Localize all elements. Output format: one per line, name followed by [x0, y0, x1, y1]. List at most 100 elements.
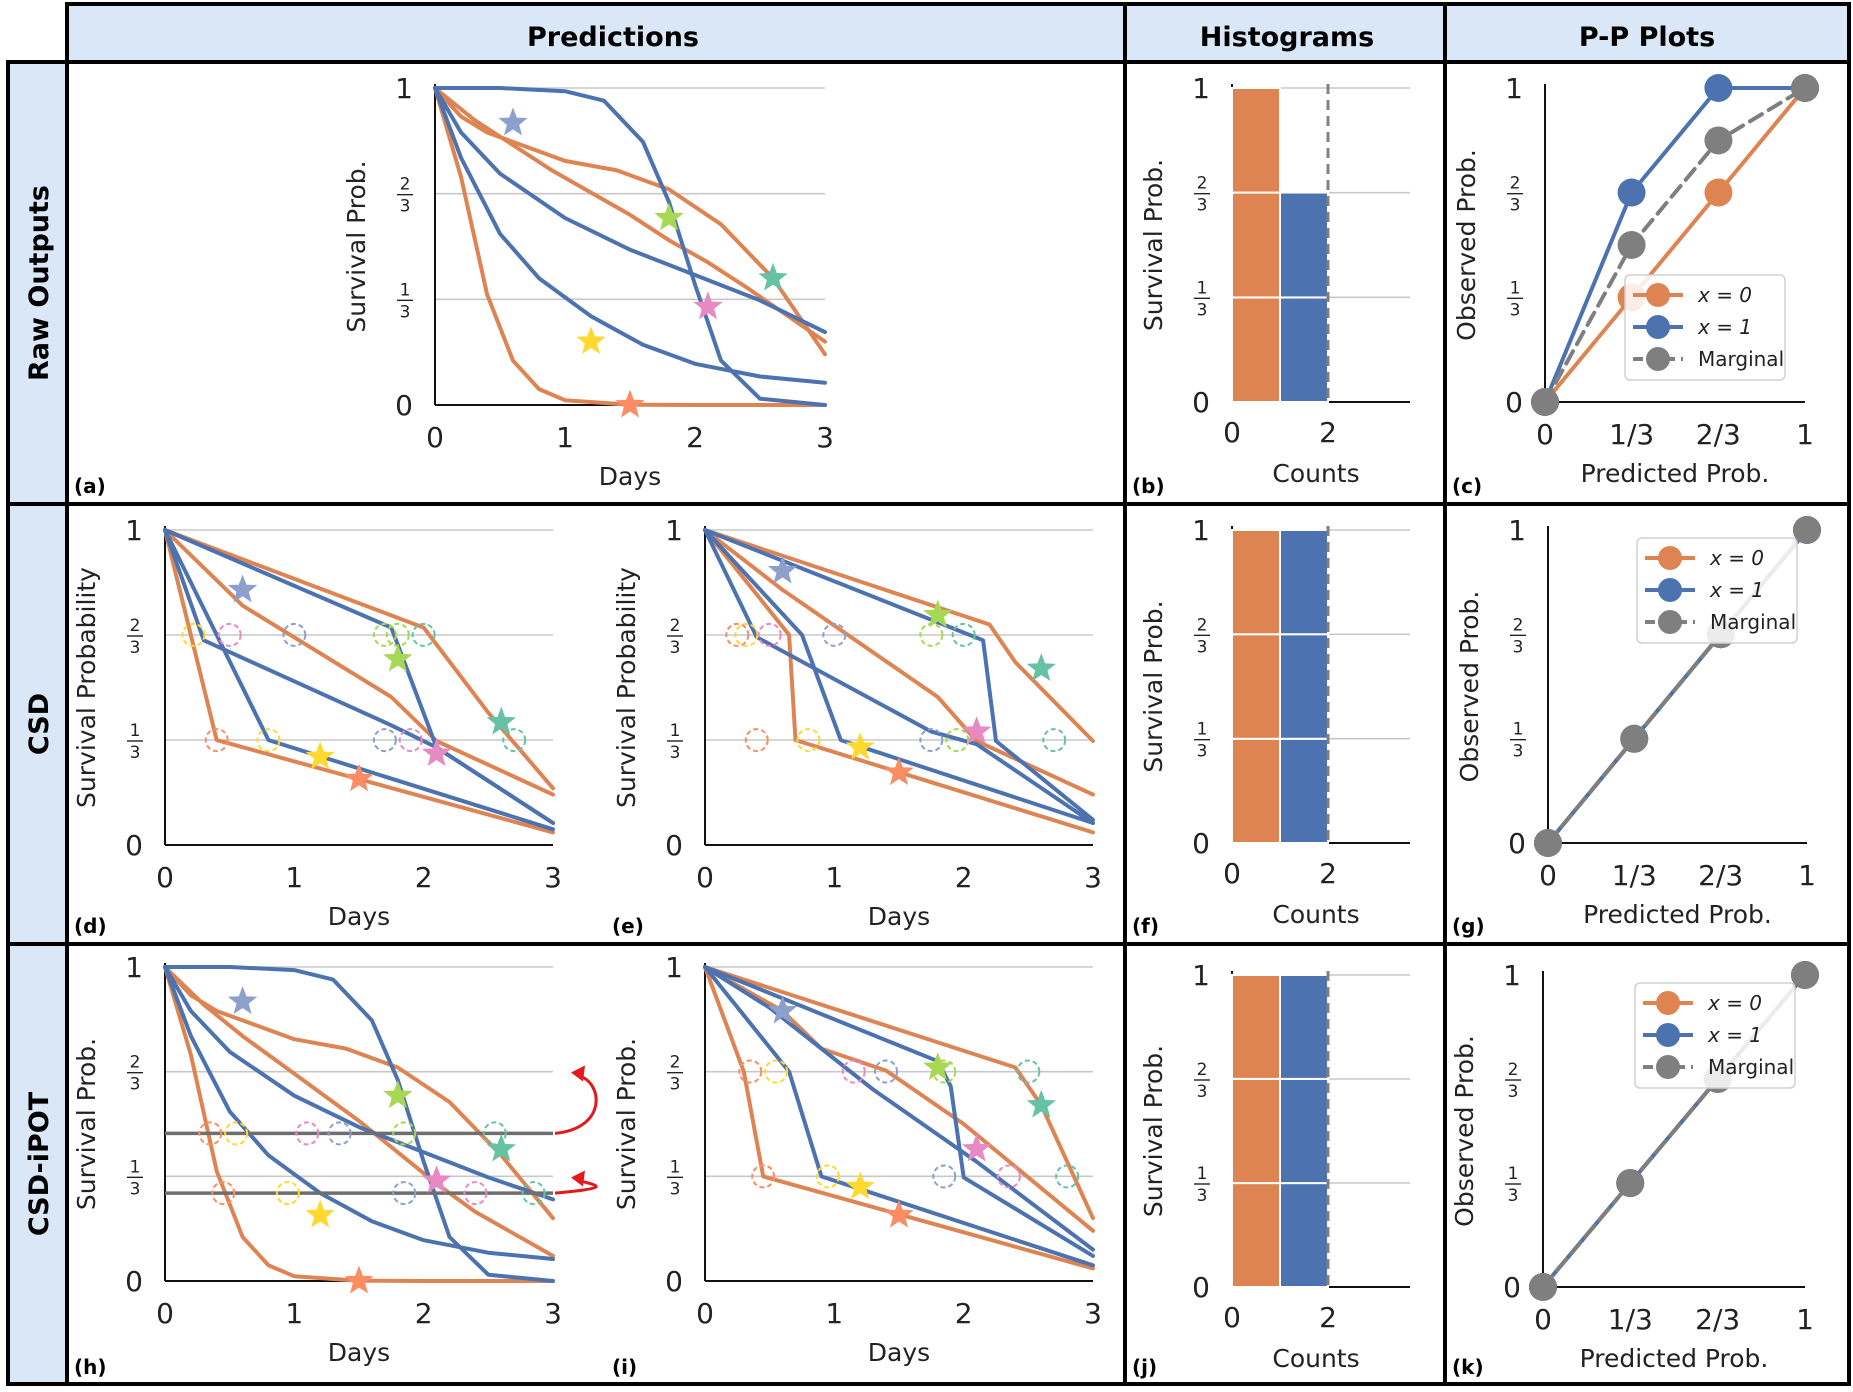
pp-point-2-3 — [1793, 516, 1821, 544]
x-tick-label-2: 2/3 — [1695, 1303, 1740, 1336]
star-marker-1 — [383, 1080, 413, 1109]
y-axis-title: Observed Prob. — [1455, 591, 1484, 783]
legend-marker-1 — [1646, 315, 1670, 339]
survival-curve-5 — [703, 528, 1095, 825]
y-tick-label-1: 13 — [127, 1157, 143, 1199]
dashed-circle-1 — [224, 1121, 249, 1146]
y-tick-label-0: 0 — [1505, 386, 1523, 419]
survival-curve-0 — [163, 965, 555, 1283]
y-tick-label-1-den: 3 — [1510, 300, 1521, 320]
legend-label-2: Marginal — [1710, 610, 1796, 634]
x-tick-label-0: 0 — [426, 421, 444, 454]
x-axis-title: Days — [328, 902, 390, 931]
dashed-circle-6 — [751, 1164, 776, 1189]
y-axis-title: Observed Prob. — [1450, 1035, 1479, 1227]
y-tick-label-2: 23 — [1194, 615, 1210, 657]
star-marker-0 — [227, 986, 258, 1015]
star-marker-0 — [767, 555, 798, 584]
survival-curve-0 — [703, 528, 1095, 835]
y-tick-label-2-num: 2 — [130, 1053, 141, 1073]
dashed-circle-4 — [392, 1121, 417, 1146]
panel-label-a: (a) — [74, 474, 106, 498]
dashed-circle-3 — [822, 622, 847, 647]
legend-label-2: Marginal — [1708, 1055, 1794, 1079]
y-tick-label-1: 13 — [1194, 720, 1210, 762]
y-tick-label-1: 13 — [667, 721, 683, 763]
x-tick-label-2: 2 — [415, 1297, 433, 1330]
y-tick-label-1-num: 1 — [1197, 278, 1208, 298]
panel-label-j: (j) — [1132, 1355, 1157, 1379]
panel-label-h: (h) — [74, 1355, 107, 1379]
dashed-circle-5 — [411, 622, 436, 647]
y-tick-label-1-den: 3 — [1508, 1186, 1519, 1206]
panel-label-c: (c) — [1452, 474, 1482, 498]
dashed-circle-3 — [874, 1059, 899, 1084]
pp-point-2-3 — [1791, 74, 1819, 102]
star-marker-2 — [486, 1133, 516, 1162]
y-tick-label-2: 23 — [397, 175, 413, 217]
pp-point-1-2 — [1704, 74, 1733, 102]
x-tick-label-2: 2 — [686, 421, 704, 454]
panel-label-d: (d) — [74, 914, 107, 938]
star-marker-0 — [767, 995, 798, 1024]
star-marker-3 — [693, 291, 723, 320]
star-marker-1 — [654, 202, 684, 231]
dashed-circle-1 — [217, 622, 242, 647]
histogram-bar-orange-2 — [1231, 529, 1281, 636]
histogram-bar-blue-2 — [1279, 529, 1329, 636]
dashed-circle-9 — [945, 728, 970, 753]
survival-curve-1 — [163, 965, 555, 1258]
y-tick-label-0: 0 — [1508, 827, 1526, 860]
row-cell-csd-ipot — [6, 942, 69, 1386]
y-tick-label-1-num: 1 — [670, 721, 681, 741]
y-tick-label-0: 0 — [1192, 386, 1210, 419]
y-tick-label-2-den: 3 — [1197, 1082, 1208, 1102]
x-tick-label-3: 3 — [544, 861, 562, 894]
histogram-bar-blue-0 — [1279, 296, 1329, 403]
y-tick-label-3: 1 — [665, 514, 683, 547]
x-axis-title: Days — [328, 1338, 390, 1367]
y-tick-label-3: 1 — [1192, 959, 1210, 992]
dashed-circle-0 — [738, 1059, 763, 1084]
star-marker-4 — [305, 1199, 335, 1228]
header-histograms: Histograms — [1200, 22, 1374, 53]
dashed-circle-8 — [932, 1164, 957, 1189]
y-tick-label-2-den: 3 — [130, 638, 141, 658]
survival-curve-2 — [703, 528, 1095, 743]
survival-curve-4 — [163, 965, 555, 1202]
y-tick-label-1-num: 1 — [1508, 1164, 1519, 1184]
histogram-bar-blue-1 — [1279, 1077, 1329, 1185]
y-tick-label-1-num: 1 — [1510, 278, 1521, 298]
dashed-circle-2 — [295, 1121, 320, 1146]
dashed-circle-7 — [275, 1181, 300, 1206]
survival-curve-2 — [703, 965, 1095, 1221]
y-tick-label-1-den: 3 — [670, 743, 681, 763]
y-tick-label-1-den: 3 — [1513, 742, 1524, 762]
y-tick-label-1: 13 — [127, 721, 143, 763]
x-tick-label-1: 1/3 — [1608, 1303, 1653, 1336]
y-axis-title: Survival Prob. — [612, 1038, 641, 1210]
y-tick-label-1: 13 — [1510, 720, 1526, 762]
survival-curve-2 — [163, 965, 555, 1221]
panel-label-g: (g) — [1452, 914, 1485, 938]
x-tick-label-1: 2 — [1319, 416, 1337, 449]
y-axis-title: Survival Prob. — [342, 160, 371, 332]
legend-marker-1 — [1658, 578, 1682, 602]
y-axis-title: Survival Probability — [612, 567, 641, 808]
pp-point-2-0 — [1534, 829, 1562, 857]
y-tick-label-0: 0 — [125, 1265, 143, 1298]
pp-point-2-0 — [1529, 1273, 1557, 1301]
y-tick-label-3: 1 — [125, 514, 143, 547]
x-tick-label-0: 0 — [696, 1297, 714, 1330]
x-axis-title: Counts — [1272, 459, 1359, 488]
pp-point-1-1 — [1617, 178, 1646, 207]
legend-label-1: x = 1 — [1709, 578, 1764, 602]
survival-curve-4 — [703, 965, 1095, 1268]
histogram-bar-orange-0 — [1231, 737, 1281, 844]
x-axis-title: Days — [868, 1338, 930, 1367]
